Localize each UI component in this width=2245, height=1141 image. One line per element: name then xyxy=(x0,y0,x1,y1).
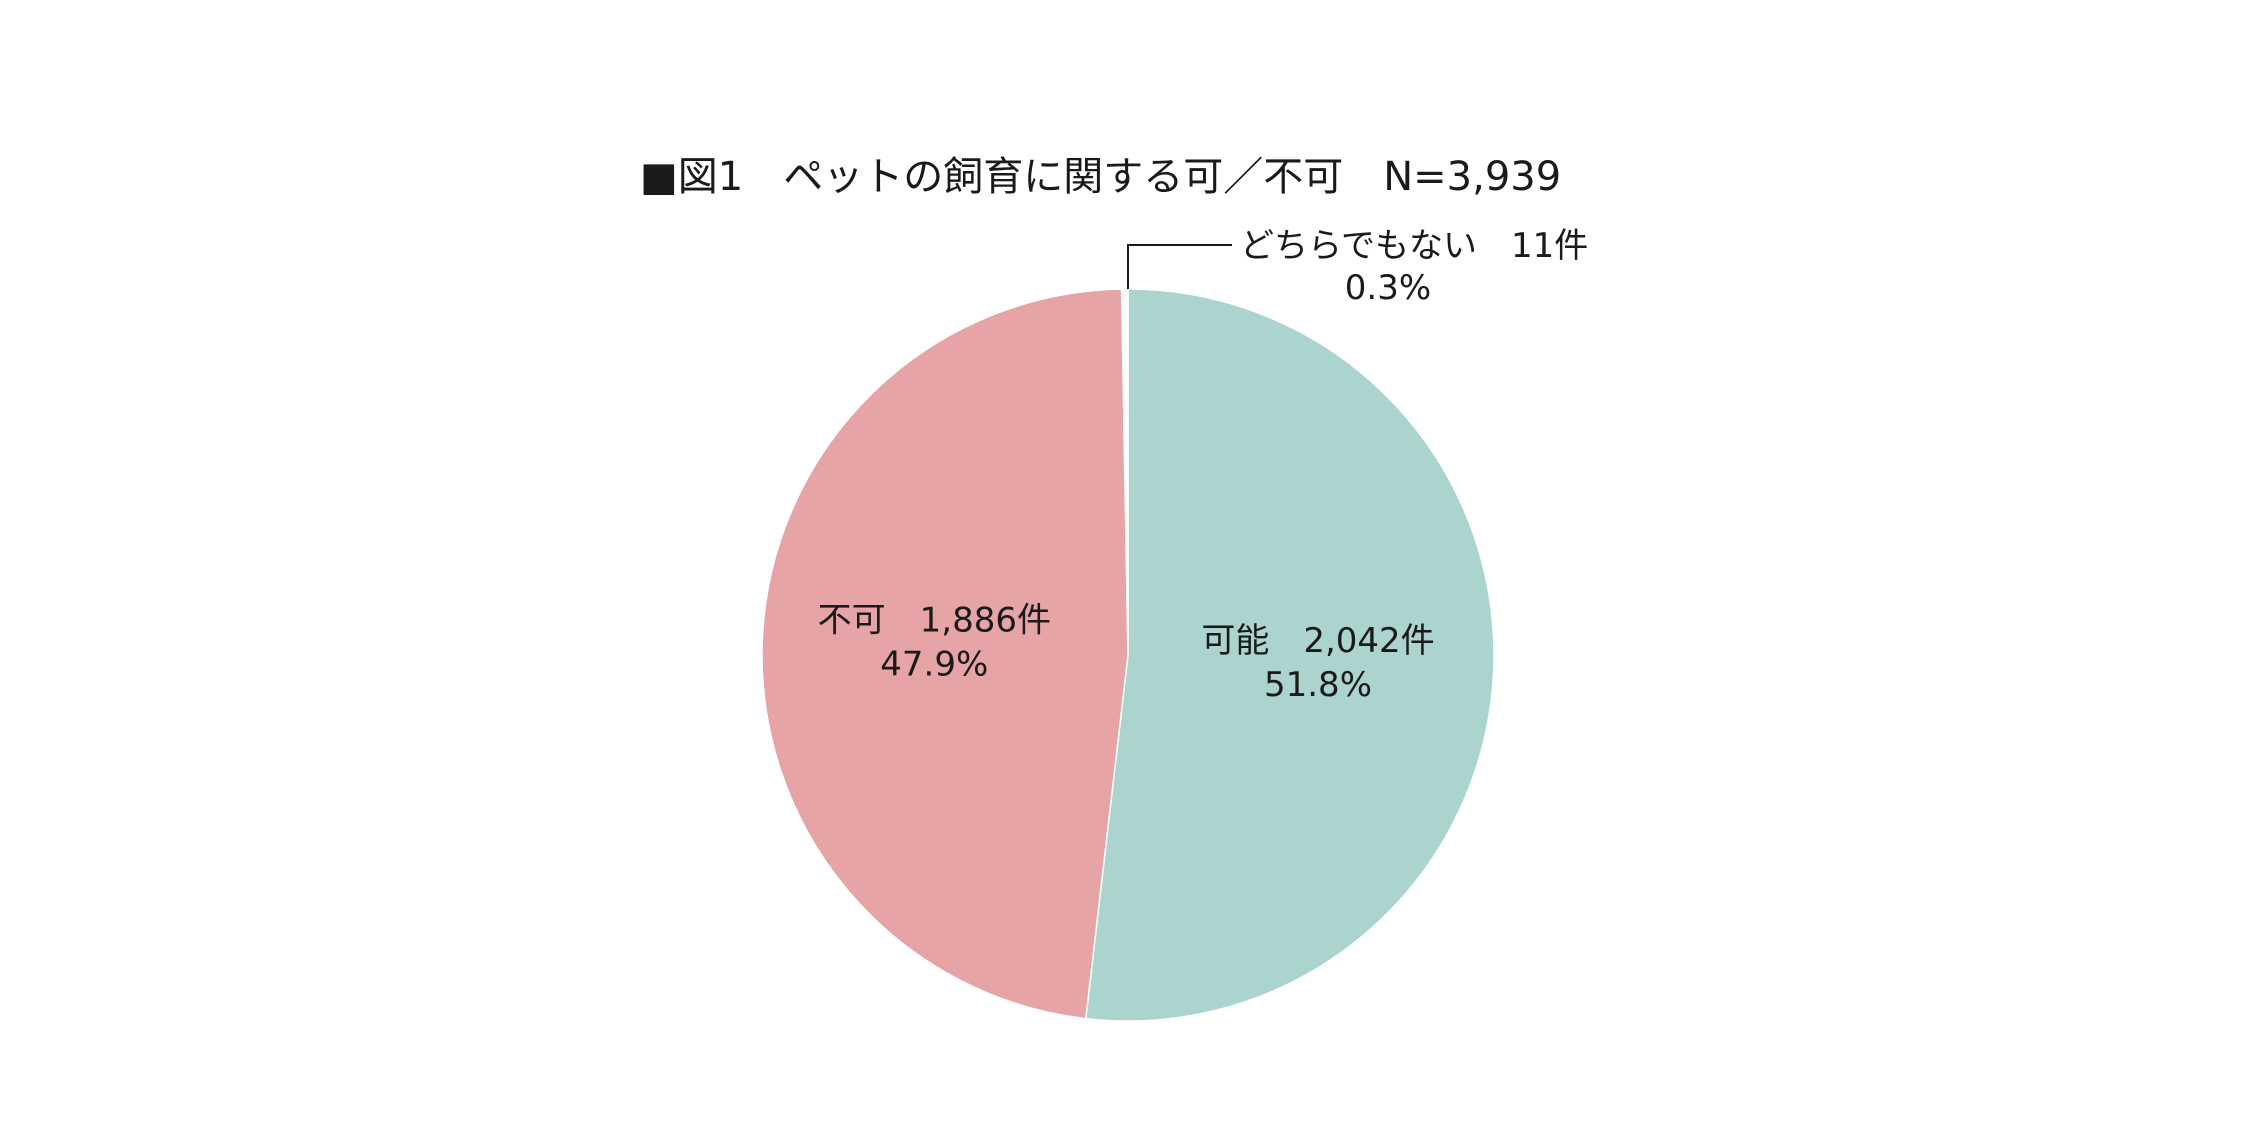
leader-line-neither xyxy=(1127,244,1232,289)
pie-slice-not-possible xyxy=(761,288,1129,1020)
slice-percent-not-possible: 47.9% xyxy=(880,645,988,685)
slice-percent-neither: 0.3% xyxy=(1345,268,1431,308)
slice-label-neither: どちらでもない 11件 xyxy=(1240,226,1588,266)
pie-slice-possible xyxy=(1084,288,1495,1022)
slice-label-not-possible: 不可 1,886件 xyxy=(818,601,1051,641)
pie-slices xyxy=(761,288,1495,1022)
slice-label-possible: 可能 2,042件 xyxy=(1201,621,1434,661)
slice-percent-possible: 51.8% xyxy=(1264,665,1372,705)
chart-title: ■図1 ペットの飼育に関する可／不可 N=3,939 xyxy=(640,154,1561,200)
